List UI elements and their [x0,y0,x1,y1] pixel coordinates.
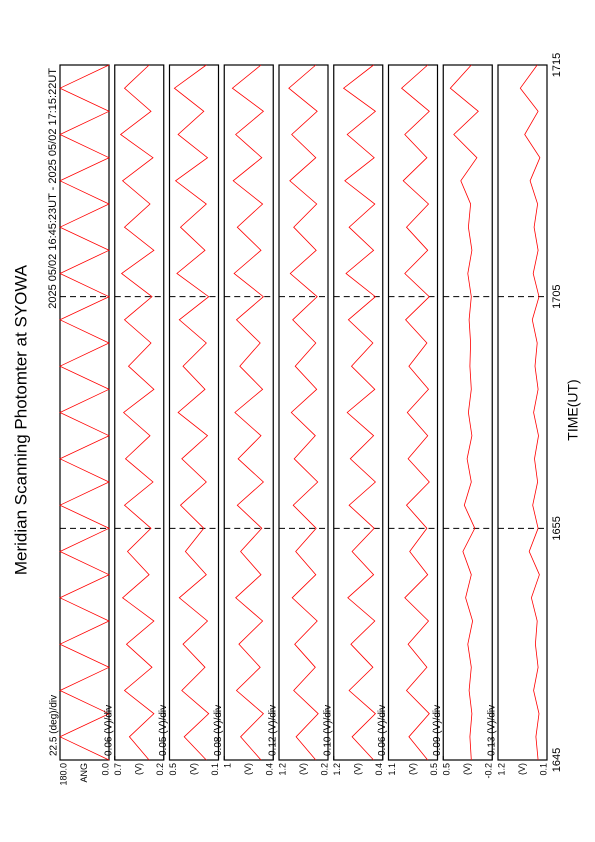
signal-line [519,64,541,761]
y-tick-label: 180.0 [58,763,68,786]
y-tick-label: 0.2 [155,763,165,776]
y-tick-label: 1.2 [332,763,342,776]
signal-line [59,64,110,761]
chart: Meridian Scanning Photomter at SYOWA 202… [11,53,580,786]
y-unit-label: (V) [517,763,527,775]
signal-line [119,64,155,761]
y-tick-label: 0.4 [374,763,384,776]
time-range: 2025 05/02 16:45:23UT - 2025 05/02 17:15… [47,68,59,309]
y-tick-label: 0.0 [100,763,110,776]
y-tick-label: 1.2 [277,763,287,776]
y-unit-label: (V) [134,763,144,775]
y-tick-label: 0.4 [265,763,275,776]
y-unit-label: (V) [298,763,308,775]
panel-frame [387,64,439,761]
panel-frame [223,64,274,761]
y-tick-label: 0.2 [319,763,329,776]
signal-line [288,64,319,761]
chart-title: Meridian Scanning Photomter at SYOWA [11,264,30,575]
y-unit-label: ANG [79,763,89,783]
signal-line [400,64,430,761]
y-tick-label: 0.7 [113,763,123,776]
scale-label: 0.05 (V)/div [158,705,169,756]
y-tick-label: 0.5 [442,763,452,776]
panel-frame [333,64,384,761]
x-tick-label: 1645 [551,748,563,772]
signal-line [449,64,479,761]
y-tick-label: 0.1 [538,763,548,776]
y-tick-label: 1.2 [496,763,506,776]
x-axis-label: TIME(UT) [565,379,581,440]
scale-label: 0.08 (V)/div [213,705,224,756]
scale-label: 0.10 (V)/div [322,705,333,756]
signal-line [231,64,265,761]
scale-label: 0.09 (V)/div [432,705,443,756]
y-unit-label: (V) [353,763,363,775]
signal-line [342,64,377,761]
x-tick-label: 1705 [551,284,563,308]
y-unit-label: (V) [188,763,198,775]
scale-label: 22.5 (deg)/div [49,695,60,756]
y-unit-label: (V) [462,763,472,775]
y-tick-label: 0.1 [210,763,220,776]
y-tick-label: 0.5 [429,763,439,776]
panel-frame [442,64,493,761]
panel-frame [278,64,329,761]
y-tick-label: 1 [223,763,233,768]
x-tick-label: 1655 [551,516,563,540]
y-unit-label: (V) [243,763,253,775]
scale-label: 0.06 (V)/div [103,705,114,756]
scale-label: 0.13 (V)/div [487,705,498,756]
x-tick-label: 1715 [551,53,563,77]
y-tick-label: 0.5 [168,763,178,776]
y-unit-label: (V) [407,763,417,775]
panel-frame [497,64,548,761]
scale-label: 0.06 (V)/div [377,705,388,756]
y-tick-label: 1.1 [387,763,397,776]
scale-label: 0.12 (V)/div [268,705,279,756]
y-tick-label: -0.2 [484,763,494,779]
signal-line [173,64,210,761]
